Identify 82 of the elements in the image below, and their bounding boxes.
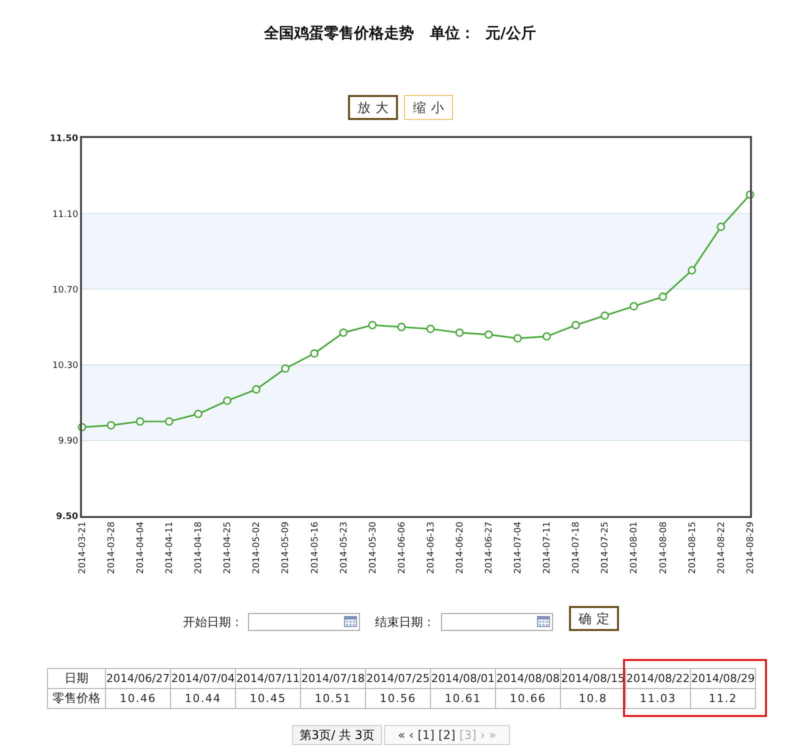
category-label: 2014/07/25 [366,668,430,688]
text: 日期 [48,668,106,688]
data-label: 10.66 [496,688,560,708]
data-label: 10.56 [366,688,430,708]
point [484,330,493,339]
x-tick-label: 2014-06-27 [484,522,495,574]
data-label: 10.8 [560,688,626,708]
data-label: 10.51 [300,688,366,708]
x-tick-label: 2014-06-06 [397,521,408,574]
data-label: 10.61 [430,688,496,708]
x-tick-label: 2014-08-01 [630,522,640,574]
x-tick-label: 2014-08-29 [746,521,756,574]
x-tick-label: 2014-07-25 [600,522,611,574]
x-tick-label: 2014-08-15 [688,522,698,574]
point [310,349,319,358]
point [630,302,638,310]
x-tick-label: 2014-06-13 [426,522,436,574]
button: 确定 [569,606,619,631]
category-label: 2014/07/11 [236,668,300,688]
button: 缩小 [404,95,453,120]
category-label: 2014/08/15 [560,668,626,688]
x-tick-label: 2014-07-11 [542,522,553,574]
point [716,222,726,232]
x-tick-label: 2014-03-28 [106,521,117,574]
y-tick-label: 10.30 [52,360,78,371]
text: 零售价格 [48,688,106,708]
data-label: 11.2 [690,688,756,708]
x-tick-label: 2014-04-18 [194,521,204,574]
button: 放大 [348,95,398,120]
point [281,364,290,373]
point [252,385,260,394]
x-tick-label: 2014-08-22 [716,522,727,574]
data-label: 11.03 [626,688,690,708]
pagination-box: « ‹ [1] [2] [3] › » [384,725,510,745]
point [513,334,522,343]
category-label: 2014/06/27 [106,668,170,688]
point [455,328,464,337]
point [136,417,144,426]
point [688,266,696,274]
point [397,322,406,332]
y-tick-label: 9.90 [58,436,78,447]
x-tick-label: 2014-05-23 [339,522,350,574]
text: 开始日期： [183,614,243,631]
data-label: 10.45 [236,688,300,708]
chart-title: 全国鸡蛋零售价格走势 单位： 元/公斤 [262,24,537,43]
x-tick-label: 2014-04-04 [136,521,146,574]
category-label: 2014/08/01 [430,668,496,688]
category-label: 2014/08/29 [690,668,756,688]
point [600,311,609,320]
text: 结束日期： [375,614,435,631]
category-label: 2014/08/22 [626,668,690,688]
x-tick-label: 2014-04-11 [165,522,176,574]
data-label: 10.44 [170,688,236,708]
x-tick-label: 2014-03-21 [78,522,88,574]
y-tick-label: 10.70 [52,285,78,296]
point [106,421,116,430]
category-label: 2014/07/18 [300,668,366,688]
point [194,410,202,418]
y-tick-label: 11.50 [50,134,78,144]
category-label: 2014/08/08 [496,668,560,688]
y-tick-label: 9.50 [56,512,78,522]
x-tick-label: 2014-05-30 [368,521,378,574]
x-tick-label: 2014-07-04 [514,521,524,574]
point [223,396,232,405]
x-tick-label: 2014-06-20 [455,521,466,574]
point [658,292,668,301]
data-label: 10.46 [106,688,170,708]
point [339,328,348,337]
point [542,332,551,341]
y-tick-label: 11.10 [52,210,78,220]
category-label: 2014/07/04 [170,668,236,688]
x-tick-label: 2014-08-08 [658,521,669,574]
point [426,324,435,334]
pagination-box: 第3页/ 共 3页 [292,725,382,745]
x-tick-label: 2014-04-25 [223,522,234,574]
x-tick-label: 2014-05-09 [281,521,292,574]
x-tick-label: 2014-05-16 [310,521,320,574]
x-tick-label: 2014-05-02 [252,522,262,574]
point [572,320,580,330]
x-tick-label: 2014-07-18 [572,521,582,574]
point [368,320,377,330]
point [164,417,174,426]
